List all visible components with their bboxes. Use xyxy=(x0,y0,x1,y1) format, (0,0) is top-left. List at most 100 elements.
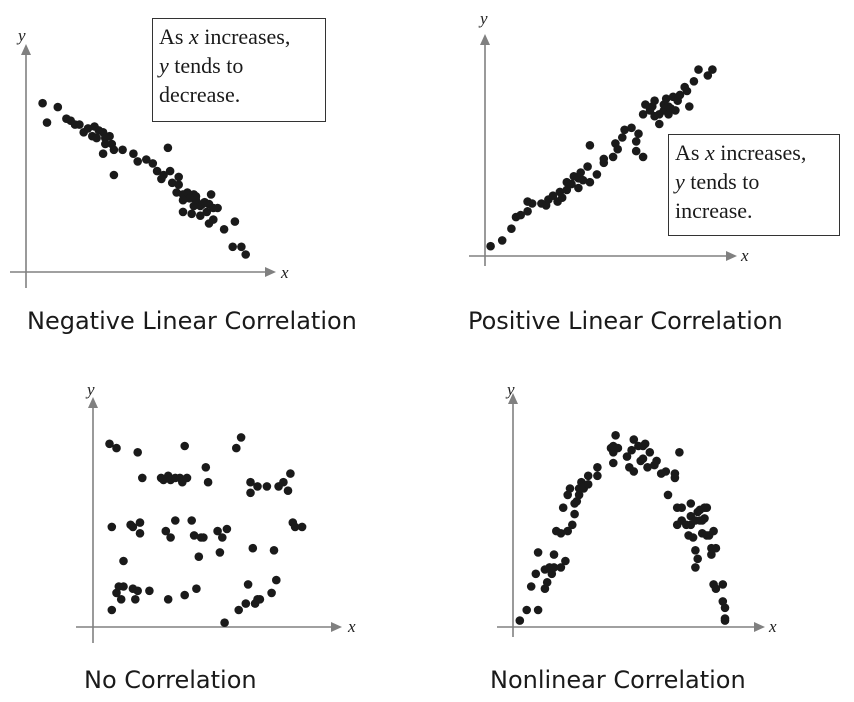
data-point xyxy=(627,123,636,133)
data-point xyxy=(709,526,718,536)
data-point xyxy=(567,179,576,189)
data-point xyxy=(634,129,643,138)
data-point xyxy=(219,225,229,234)
x-axis-label: x xyxy=(740,246,749,265)
data-point xyxy=(163,143,173,153)
data-point xyxy=(118,145,127,155)
chart-nonlinear: x y Nonlinear Correlation xyxy=(427,351,854,702)
data-point xyxy=(246,477,255,487)
data-point xyxy=(165,166,175,176)
data-point xyxy=(663,490,673,500)
data-point xyxy=(269,546,279,555)
data-point xyxy=(643,463,652,472)
data-point xyxy=(174,180,183,189)
data-point xyxy=(522,605,531,615)
data-point xyxy=(187,209,196,219)
data-point xyxy=(533,548,543,557)
data-point xyxy=(688,533,698,542)
data-point xyxy=(611,431,620,440)
data-point xyxy=(720,603,730,613)
data-point xyxy=(652,456,661,466)
data-point xyxy=(700,514,709,523)
annotation-line: As x increases, xyxy=(675,140,807,165)
chart-positive-linear: x y As x increases, y tends to increase.… xyxy=(427,0,854,351)
x-axis-arrow xyxy=(754,622,765,632)
data-point xyxy=(204,219,214,228)
data-point xyxy=(593,471,602,481)
data-point xyxy=(279,477,288,487)
data-point xyxy=(148,159,158,168)
data-point xyxy=(640,439,650,449)
data-point xyxy=(101,139,110,149)
data-point xyxy=(135,529,145,538)
data-point xyxy=(38,98,47,108)
chart-negative-linear: x y As x increases, y tends to decrease.… xyxy=(0,0,427,351)
data-point xyxy=(286,469,295,478)
x-axis-label: x xyxy=(280,263,289,282)
data-point xyxy=(641,100,650,109)
data-point xyxy=(523,207,532,216)
data-point xyxy=(194,552,204,561)
data-point xyxy=(119,556,128,566)
data-point xyxy=(199,533,208,542)
data-point xyxy=(243,580,253,589)
data-point xyxy=(613,144,622,154)
data-point xyxy=(290,522,300,532)
data-point xyxy=(107,522,117,532)
data-point xyxy=(507,224,516,233)
data-point xyxy=(563,526,572,536)
data-point xyxy=(152,166,162,176)
data-point xyxy=(578,175,588,185)
data-point xyxy=(583,471,593,481)
x-axis-arrow xyxy=(726,251,737,261)
data-point xyxy=(267,588,276,598)
data-point xyxy=(174,172,183,182)
y-axis-arrow xyxy=(88,397,98,408)
data-point xyxy=(145,586,154,596)
data-point xyxy=(631,146,641,156)
data-point xyxy=(241,250,250,259)
y-axis-label: y xyxy=(478,9,488,28)
data-point xyxy=(585,141,595,150)
data-point xyxy=(631,137,641,146)
data-point xyxy=(53,102,63,112)
data-point xyxy=(98,149,108,158)
data-point xyxy=(133,448,142,457)
data-point xyxy=(232,443,241,453)
y-axis-arrow xyxy=(480,34,490,45)
data-point xyxy=(222,524,232,534)
data-points xyxy=(486,65,717,251)
data-point xyxy=(686,499,696,508)
data-point xyxy=(42,118,52,127)
data-point xyxy=(542,578,552,587)
data-point xyxy=(161,526,171,536)
chart-caption: No Correlation xyxy=(84,666,257,694)
x-axis-label: x xyxy=(347,617,356,636)
data-point xyxy=(645,448,655,457)
data-point xyxy=(711,584,721,593)
annotation-line: decrease. xyxy=(159,82,241,107)
data-point xyxy=(629,435,639,444)
x-axis-arrow xyxy=(331,622,342,632)
y-axis-label: y xyxy=(16,26,26,45)
data-point xyxy=(206,190,216,199)
data-point xyxy=(682,86,692,96)
data-point xyxy=(691,546,700,555)
data-point xyxy=(497,236,507,245)
data-point xyxy=(189,531,199,540)
data-point xyxy=(228,242,237,252)
data-point xyxy=(708,65,717,74)
data-point xyxy=(187,516,196,525)
data-point xyxy=(661,94,671,103)
data-point xyxy=(527,199,537,208)
data-point xyxy=(201,463,211,472)
data-point xyxy=(556,529,566,538)
data-point xyxy=(182,473,192,483)
data-point xyxy=(565,484,575,493)
annotation-box: As x increases, y tends to decrease. xyxy=(152,18,326,122)
data-point xyxy=(105,131,114,141)
data-point xyxy=(677,503,686,512)
data-point xyxy=(609,458,618,468)
data-point xyxy=(693,554,702,564)
data-point xyxy=(691,563,700,572)
